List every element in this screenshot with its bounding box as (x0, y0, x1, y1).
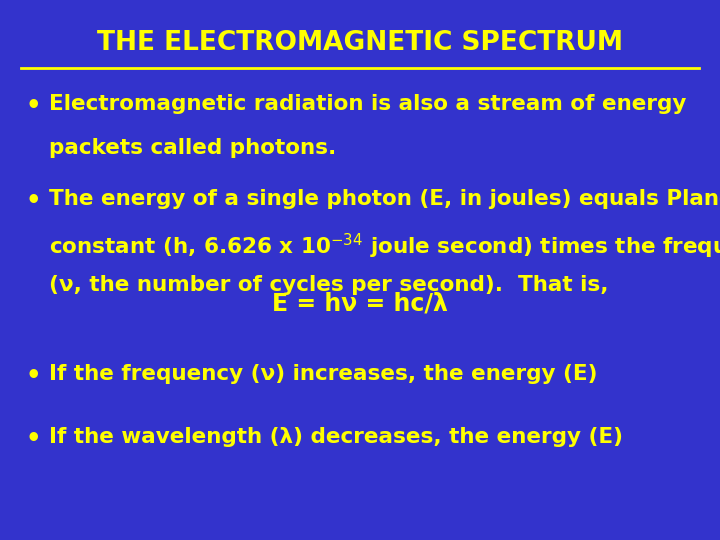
Text: THE ELECTROMAGNETIC SPECTRUM: THE ELECTROMAGNETIC SPECTRUM (97, 30, 623, 56)
Text: The energy of a single photon (E, in joules) equals Planck’s: The energy of a single photon (E, in jou… (49, 189, 720, 209)
Text: packets called photons.: packets called photons. (49, 138, 336, 158)
Text: constant (h, 6.626 x 10$^{-34}$ joule second) times the frequency: constant (h, 6.626 x 10$^{-34}$ joule se… (49, 232, 720, 261)
Text: Electromagnetic radiation is also a stream of energy: Electromagnetic radiation is also a stre… (49, 94, 686, 114)
Text: If the frequency (ν) increases, the energy (E): If the frequency (ν) increases, the ener… (49, 364, 605, 384)
Text: If the wavelength (λ) decreases, the energy (E): If the wavelength (λ) decreases, the ene… (49, 427, 631, 447)
Text: •: • (25, 427, 41, 450)
Text: •: • (25, 364, 41, 388)
Text: •: • (25, 94, 41, 118)
Text: (ν, the number of cycles per second).  That is,: (ν, the number of cycles per second). Th… (49, 275, 608, 295)
Text: •: • (25, 189, 41, 213)
Text: E = hν = hc/λ: E = hν = hc/λ (272, 292, 448, 315)
